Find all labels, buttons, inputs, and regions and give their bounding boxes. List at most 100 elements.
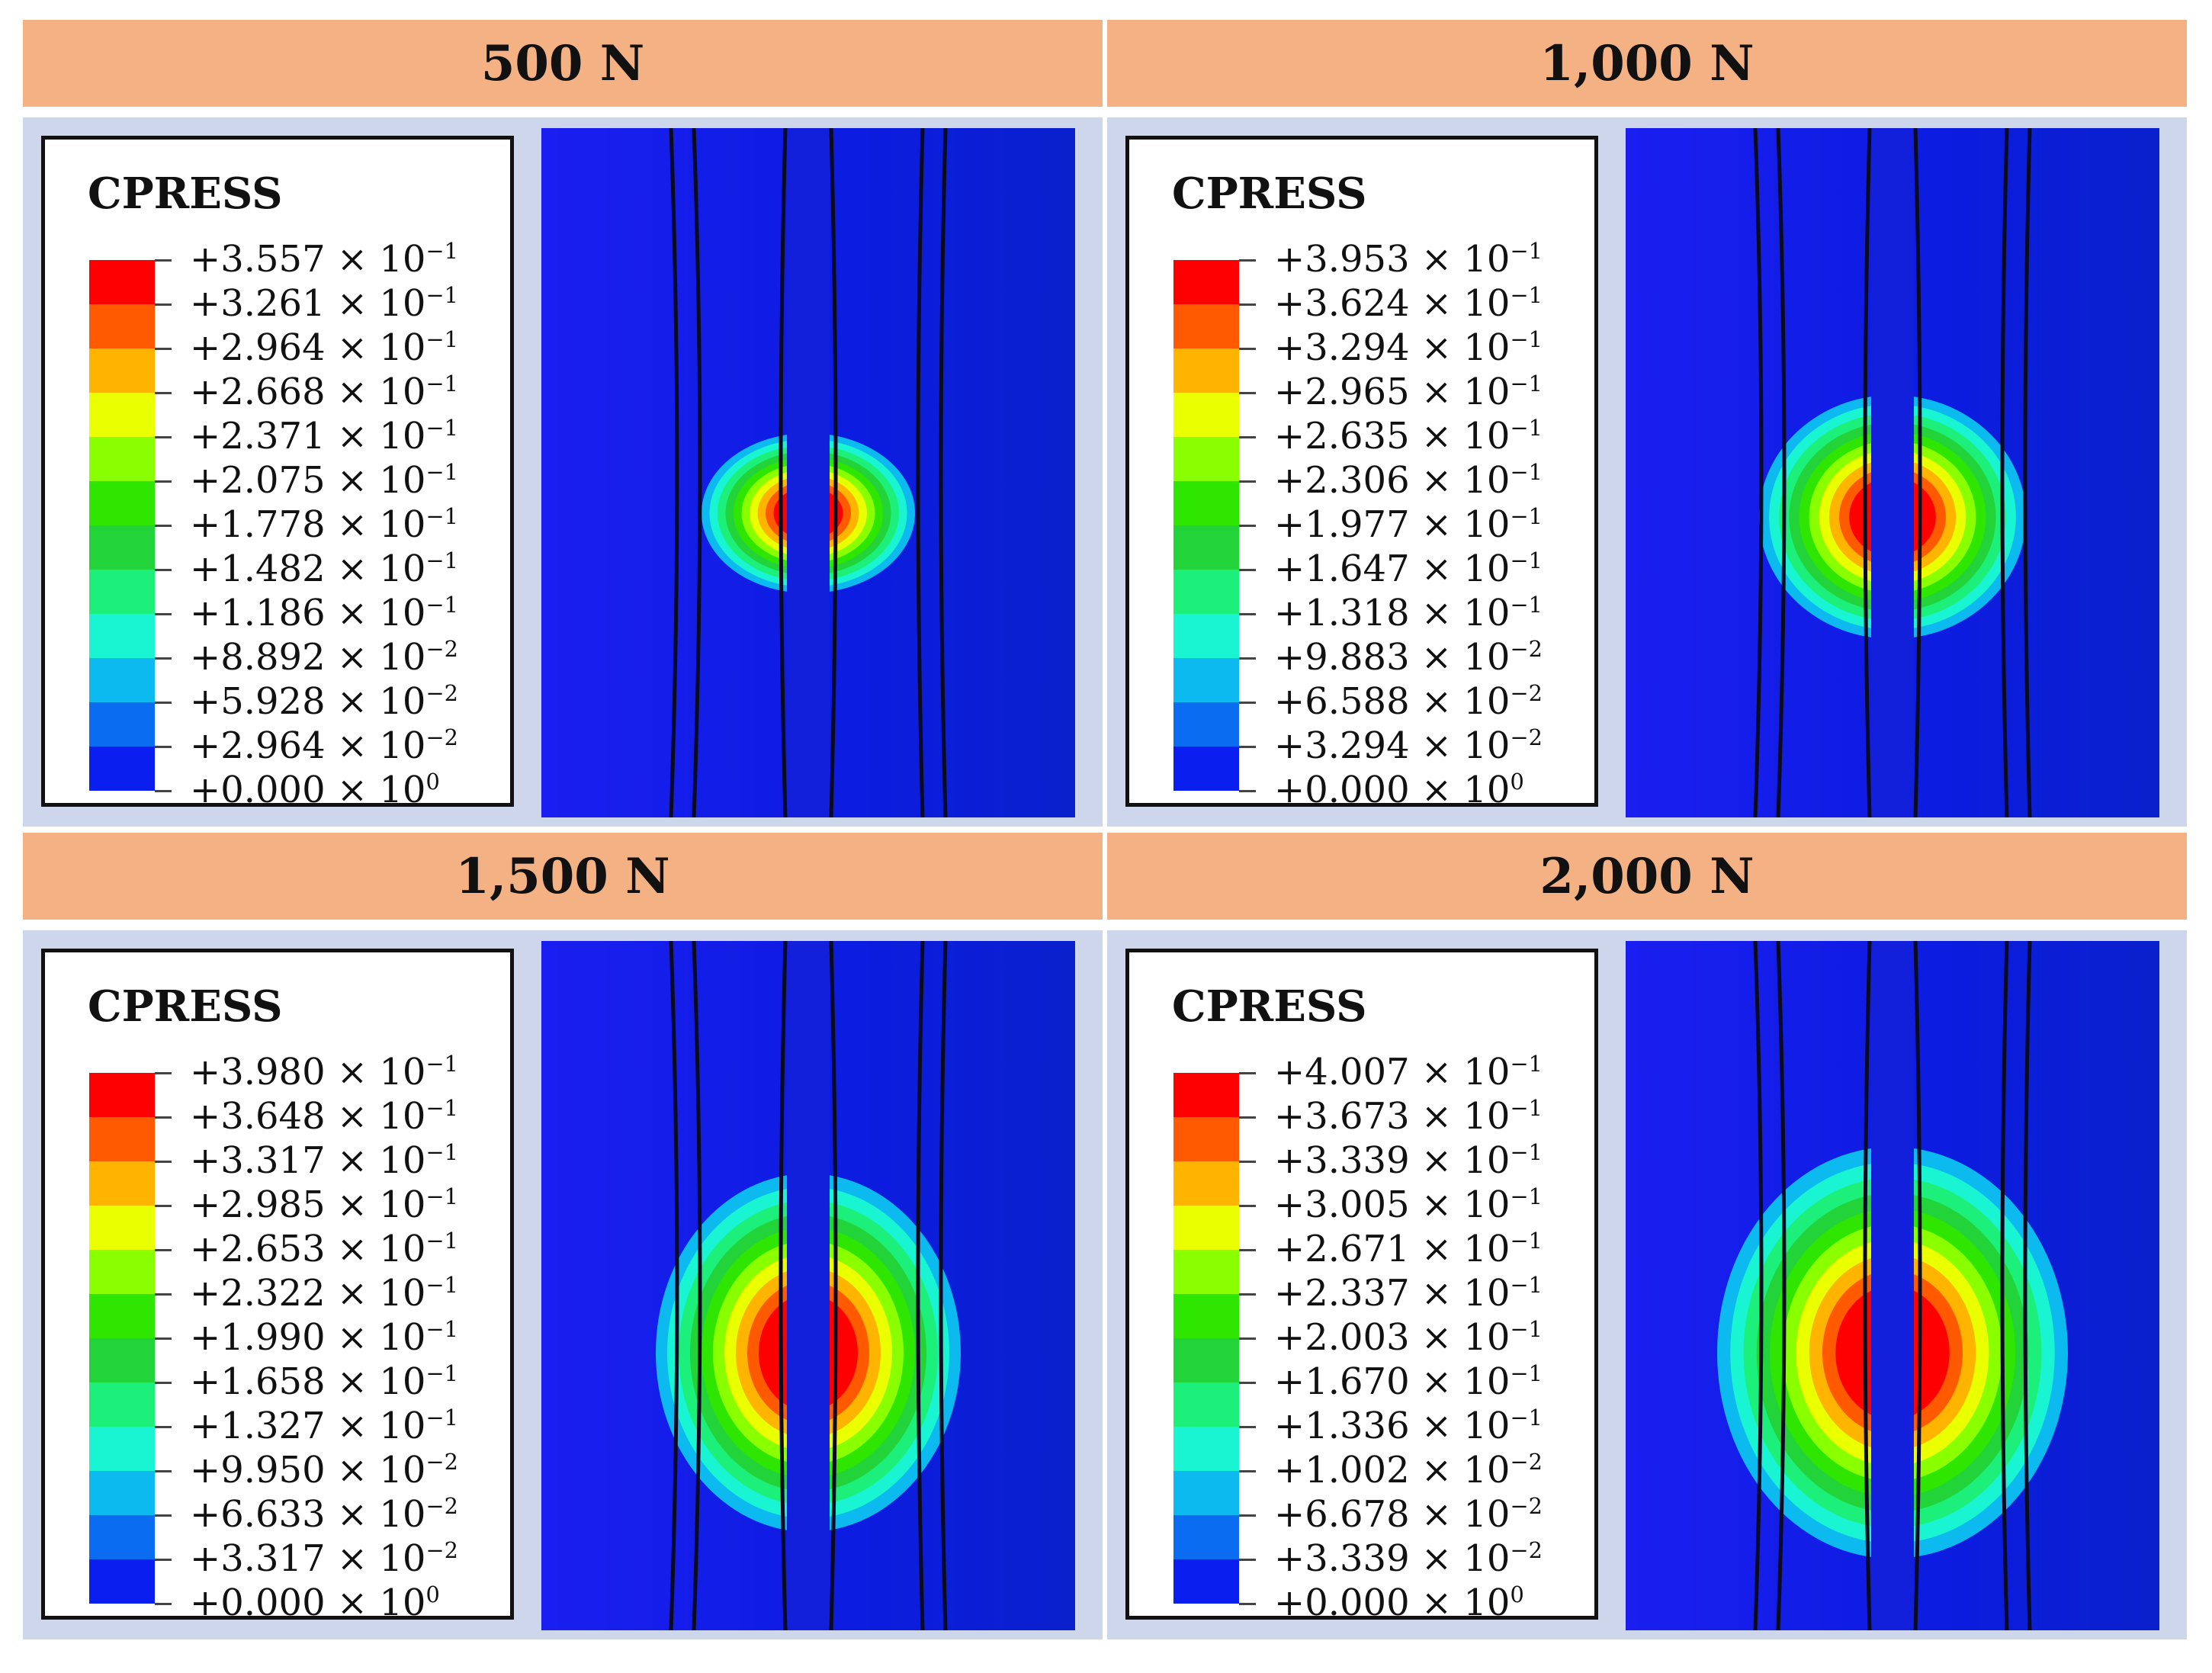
legend-value: +3.294 × 10−2: [1274, 724, 1543, 767]
legend-tick: [155, 259, 172, 262]
legend-value: +2.964 × 10−1: [190, 326, 458, 369]
legend-value: +9.950 × 10−2: [190, 1449, 458, 1492]
legend-value: +3.294 × 10−1: [1274, 326, 1543, 369]
color-swatch: [1173, 1161, 1239, 1206]
legend-value: +2.306 × 10−1: [1274, 459, 1543, 502]
strand-edge-line: [669, 128, 679, 817]
color-swatch: [1173, 570, 1239, 614]
legend-tick: [1239, 480, 1256, 483]
legend-tick: [1239, 1072, 1256, 1074]
legend-value: +1.318 × 10−1: [1274, 592, 1543, 634]
panel-500n: 500 N CPRESS +3.557 × 10−1 +3.261 × 10−1 +…: [23, 20, 1103, 830]
legend-tick: [155, 1337, 172, 1340]
legend-value: +3.339 × 10−1: [1274, 1139, 1543, 1182]
legend-value: +3.005 × 10−1: [1274, 1183, 1543, 1226]
legend-tick: [155, 702, 172, 704]
legend-title: CPRESS: [88, 981, 283, 1032]
legend-value: +3.317 × 10−1: [190, 1139, 458, 1182]
legend-value: +2.964 × 10−2: [190, 724, 458, 767]
central-gap: [1871, 941, 1914, 1630]
strand-edge-line: [2023, 128, 2032, 817]
legend-value: +2.322 × 10−1: [190, 1272, 458, 1315]
color-swatch: [89, 747, 155, 791]
color-bar: [1173, 259, 1256, 792]
color-swatch: [1173, 1427, 1239, 1471]
legend-value: +3.673 × 10−1: [1274, 1095, 1543, 1138]
legend-value: +1.002 × 10−2: [1274, 1449, 1543, 1492]
color-swatch: [89, 1294, 155, 1338]
color-swatch: [89, 393, 155, 437]
legend-value: +3.261 × 10−1: [190, 282, 458, 325]
legend-value: +1.336 × 10−1: [1274, 1405, 1543, 1447]
legend-value: +2.653 × 10−1: [190, 1228, 458, 1270]
color-swatch: [89, 1515, 155, 1559]
color-swatch: [1173, 1559, 1239, 1604]
strand-edge-line: [669, 941, 679, 1630]
color-swatch: [89, 1250, 155, 1294]
color-swatch: [1173, 525, 1239, 570]
legend-tick: [1239, 436, 1256, 438]
legend-value: +2.965 × 10−1: [1274, 371, 1543, 413]
strand-edge-line: [1863, 941, 1872, 1630]
legend-tick: [155, 1161, 172, 1163]
legend-tick: [1239, 746, 1256, 748]
color-swatch: [1173, 702, 1239, 747]
legend-value: +0.000 × 100: [1274, 1581, 1524, 1624]
legend-value: +1.647 × 10−1: [1274, 547, 1543, 590]
legend-tick: [155, 1072, 172, 1074]
color-swatch: [89, 260, 155, 304]
strand-edge-line: [939, 128, 948, 817]
cpress-legend: CPRESS +3.953 × 10−1 +3.624 × 10−1 +3.294 …: [1125, 136, 1598, 808]
panel-body: CPRESS +3.980 × 10−1 +3.648 × 10−1 +3.317 …: [23, 930, 1103, 1639]
legend-tick: [155, 1426, 172, 1428]
legend-tick: [1239, 525, 1256, 527]
legend-tick: [1239, 702, 1256, 704]
color-swatch: [89, 1427, 155, 1471]
legend-value: +3.339 × 10−2: [1274, 1537, 1543, 1580]
central-gap: [1871, 128, 1914, 817]
color-swatch: [89, 614, 155, 658]
legend-value: +1.990 × 10−1: [190, 1316, 458, 1359]
legend-value: +1.186 × 10−1: [190, 592, 458, 634]
color-swatch: [1173, 1073, 1239, 1117]
legend-tick: [1239, 1293, 1256, 1296]
legend-tick: [1239, 1559, 1256, 1561]
panel-body: CPRESS +3.557 × 10−1 +3.261 × 10−1 +2.964 …: [23, 117, 1103, 827]
legend-value: +3.317 × 10−2: [190, 1537, 458, 1580]
legend-tick: [1239, 569, 1256, 571]
legend-value: +9.883 × 10−2: [1274, 636, 1543, 679]
legend-value: +2.075 × 10−1: [190, 459, 458, 502]
legend-tick: [155, 746, 172, 748]
legend-value: +3.648 × 10−1: [190, 1095, 458, 1138]
contact-pressure-contour: [1626, 128, 2159, 817]
legend-tick: [1239, 1514, 1256, 1517]
legend-tick: [1239, 613, 1256, 615]
legend-tick: [155, 1116, 172, 1119]
strand-edge-line: [939, 941, 948, 1630]
legend-tick: [1239, 1426, 1256, 1428]
legend-value: +1.327 × 10−1: [190, 1405, 458, 1447]
legend-value: +3.557 × 10−1: [190, 238, 458, 281]
color-swatch: [1173, 304, 1239, 348]
legend-tick: [1239, 1603, 1256, 1605]
legend-tick: [1239, 1161, 1256, 1163]
legend-value: +1.670 × 10−1: [1274, 1360, 1543, 1403]
strand-edge-line: [1776, 128, 1787, 817]
legend-value: +1.977 × 10−1: [1274, 503, 1543, 546]
legend-title: CPRESS: [88, 169, 283, 219]
legend-tick: [155, 1293, 172, 1296]
strand-edge-line: [779, 128, 788, 817]
legend-value: +3.980 × 10−1: [190, 1051, 458, 1093]
legend-title: CPRESS: [1172, 981, 1367, 1032]
color-swatch: [89, 658, 155, 702]
legend-tick: [155, 525, 172, 527]
legend-title: CPRESS: [1172, 169, 1367, 219]
contact-pressure-contour: [541, 128, 1075, 817]
panel-1500n: 1,500 N CPRESS +3.980 × 10−1 +3.648 × 10−…: [23, 833, 1103, 1642]
legend-tick: [155, 436, 172, 438]
color-bar: [89, 1072, 172, 1605]
panel-header: 500 N: [23, 20, 1103, 107]
legend-value: +1.482 × 10−1: [190, 547, 458, 590]
color-swatch: [89, 570, 155, 614]
strand-edge-line: [2000, 128, 2009, 817]
